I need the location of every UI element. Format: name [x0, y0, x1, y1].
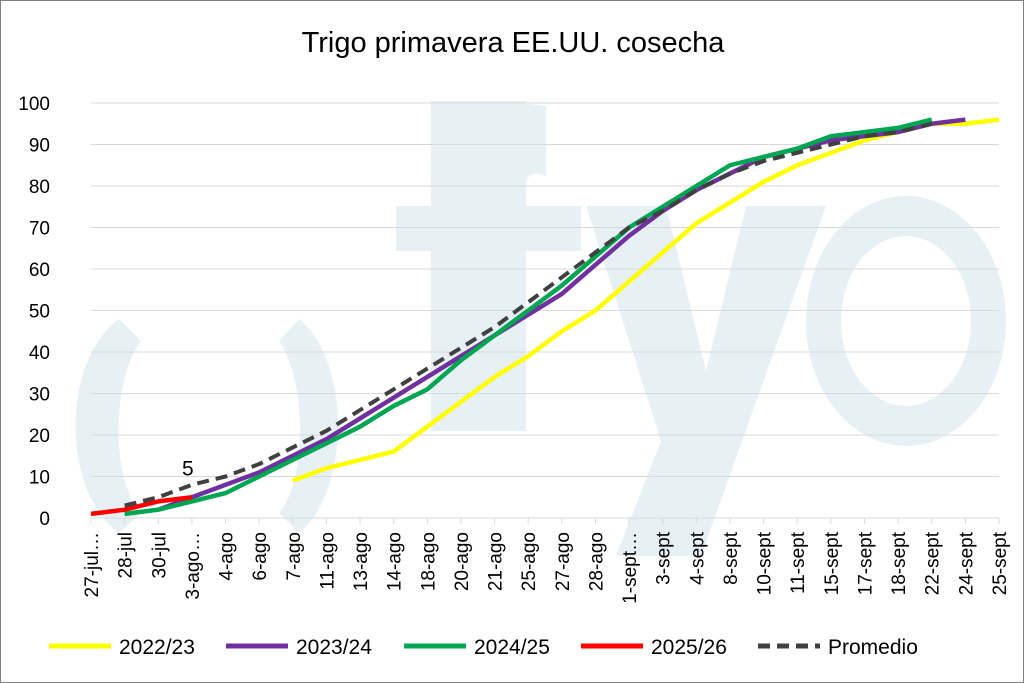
legend-label: 2024/25: [474, 636, 550, 659]
x-tick-label: 22-sept: [923, 531, 944, 595]
x-axis: 27-jul… 28-jul 30-jul 3-ago… 4-ago 6-ago 7-ago…: [82, 518, 1011, 604]
x-tick-label: 1-sept…: [620, 532, 641, 604]
x-tick-label: 7-ago: [284, 532, 305, 581]
x-tick-label: 21-ago: [486, 532, 507, 591]
y-tick-label: 20: [29, 426, 50, 447]
x-tick-label: 14-ago: [385, 532, 406, 591]
series-lines: [90, 117, 1000, 517]
x-tick-label: 20-ago: [452, 532, 473, 591]
x-tick-label: 6-ago: [250, 532, 271, 581]
x-tick-label: 4-sept: [687, 531, 708, 585]
series-line: [124, 121, 933, 508]
x-tick-label: 28-ago: [586, 532, 607, 591]
x-tick-label: 25-sept: [990, 531, 1011, 595]
y-tick-label: 90: [29, 136, 50, 157]
data-label: 5: [182, 457, 194, 480]
x-tick-label: 3-sept: [654, 531, 675, 585]
x-tick-label: 13-ago: [351, 532, 372, 591]
y-tick-label: 40: [29, 343, 50, 364]
legend-label: 2023/24: [296, 636, 372, 659]
series-line: [157, 117, 966, 512]
x-tick-label: 4-ago: [217, 532, 238, 581]
series-line: [124, 117, 933, 517]
x-tick-label: 11-ago: [317, 532, 338, 590]
y-tick-label: 60: [29, 260, 50, 281]
x-tick-label: 15-sept: [822, 531, 843, 595]
x-tick-label: 18-sept: [889, 531, 910, 595]
x-tick-label: 3-ago…: [183, 532, 204, 600]
y-tick-label: 50: [29, 302, 50, 323]
x-tick-label: 17-sept: [855, 531, 876, 595]
legend-label: 2025/26: [651, 636, 727, 659]
y-tick-label: 80: [29, 177, 50, 198]
x-tick-label: 8-sept: [721, 531, 742, 585]
y-tick-label: 10: [29, 468, 50, 489]
x-tick-label: 27-ago: [553, 532, 574, 591]
x-tick-label: 27-jul…: [82, 532, 103, 597]
legend-label: Promedio: [828, 636, 918, 659]
x-tick-label: 28-jul: [116, 532, 137, 578]
x-tick-label: 18-ago: [418, 532, 439, 591]
x-tick-label: 11-sept: [788, 531, 809, 594]
chart-title: Trigo primavera EE.UU. cosecha: [302, 27, 726, 59]
y-tick-label: 0: [39, 509, 50, 530]
y-tick-label: 70: [29, 219, 50, 240]
x-tick-label: 25-ago: [519, 532, 540, 591]
y-tick-label: 30: [29, 385, 50, 406]
y-axis: 0 10 20 30 40 50 60 70 80 90 100: [18, 94, 50, 530]
watermark-logo: [75, 101, 1006, 556]
annotations: 5: [182, 457, 194, 480]
x-tick-label: 24-sept: [956, 531, 977, 595]
x-tick-label: 30-jul: [149, 532, 170, 578]
legend: 2022/23 2023/24 2024/25 2025/26 Promedio: [49, 636, 918, 659]
series-line: [90, 495, 193, 517]
legend-label: 2022/23: [119, 636, 195, 659]
x-tick-label: 10-sept: [755, 531, 776, 595]
y-tick-label: 100: [18, 94, 50, 115]
